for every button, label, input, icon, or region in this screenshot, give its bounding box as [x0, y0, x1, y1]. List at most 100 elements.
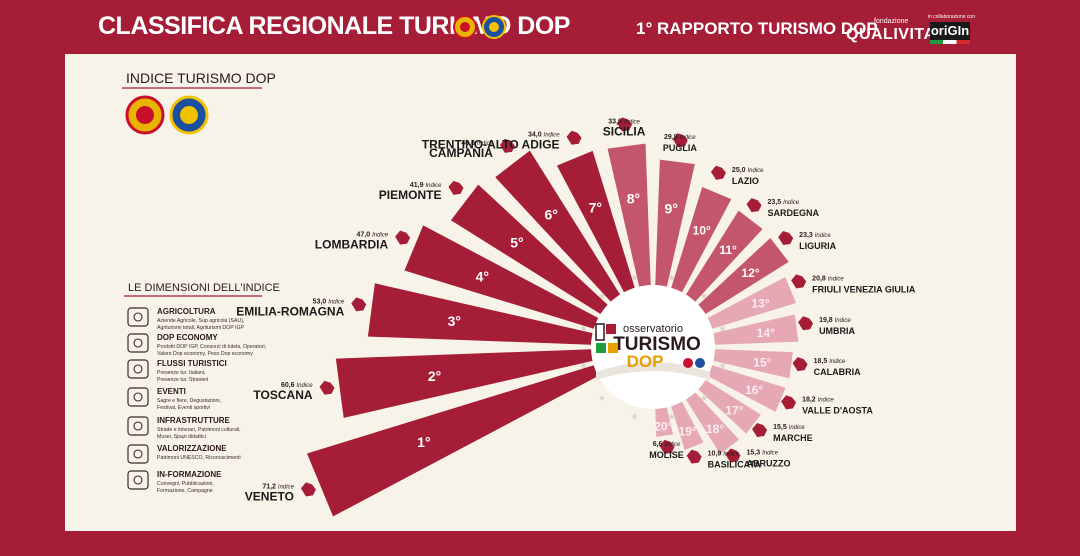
- dimension-desc: Sagre e fiere, Degustazioni,: [157, 398, 221, 404]
- hub-seal-icon: [683, 358, 705, 368]
- region-map-icon: [781, 395, 797, 410]
- legend-panel: INDICE TURISMO DOP LE DIMENSIONI DELL'IN…: [122, 70, 280, 494]
- ring-star-icon: ★: [630, 272, 638, 282]
- region-map-icon: [395, 230, 411, 245]
- ring-star-icon: ★: [579, 361, 587, 371]
- bar-18: [685, 392, 740, 455]
- rank-label: 16°: [745, 383, 763, 397]
- region-label: 20,8 Indice FRIULI VENEZIA GIULIA: [791, 274, 916, 294]
- ring-star-icon: ★: [668, 412, 676, 422]
- ring-star-icon: ★: [579, 323, 587, 333]
- rank-label: 13°: [751, 296, 769, 310]
- dimension-desc: Musei, Spazi didattici: [157, 434, 206, 440]
- region-label: 23,5 Indice SARDEGNA: [746, 198, 820, 218]
- rank-label: 6°: [544, 206, 557, 222]
- bar-20: [655, 407, 674, 437]
- dimension-desc: Convegni, Pubblicazioni,: [157, 481, 214, 487]
- region-name: SARDEGNA: [768, 208, 820, 218]
- value-number: 60,6: [281, 382, 297, 389]
- rank-label: 2°: [428, 368, 441, 384]
- region-map-icon: [791, 274, 807, 289]
- rank-label: 8°: [627, 191, 640, 207]
- value-unit: Indice: [477, 141, 494, 147]
- region-map-icon: [792, 357, 808, 372]
- dimension-desc: Formazione, Campagne: [157, 488, 213, 494]
- rank-label: 10°: [693, 223, 711, 237]
- region-name: LOMBARDIA: [315, 238, 389, 252]
- value-unit: Indice: [818, 397, 835, 403]
- region-name: ABRUZZO: [747, 458, 791, 468]
- value-unit: Indice: [624, 119, 641, 125]
- bar-12: [698, 237, 789, 315]
- value-unit: Indice: [372, 233, 389, 239]
- dimension-title: INFRASTRUTTURE: [157, 416, 231, 425]
- value-label: 15,3 Indice: [747, 449, 779, 456]
- bar-9: [655, 159, 695, 287]
- value-number: 23,5: [768, 199, 784, 206]
- rank-label: 3°: [448, 313, 461, 329]
- value-label: 29,8 Indice: [664, 134, 696, 141]
- ring-star-icon: ★: [668, 272, 676, 282]
- value-number: 19,8: [819, 317, 835, 324]
- value-label: 15,5 Indice: [773, 424, 805, 431]
- region-name: CAMPANIA: [429, 146, 493, 160]
- value-label: 34,0 Indice: [528, 132, 560, 139]
- region-map-icon: [448, 180, 464, 195]
- region-map-icon: [778, 230, 794, 245]
- region-name: FRIULI VENEZIA GIULIA: [812, 284, 916, 294]
- region-name: UMBRIA: [819, 326, 855, 336]
- value-unit: Indice: [748, 168, 765, 174]
- dimension-item: VALORIZZAZIONE Patrimoni UNESCO, Riconosc…: [127, 444, 241, 464]
- dimension-title: IN-FORMAZIONE: [157, 470, 222, 479]
- value-label: 18,5 Indice: [814, 358, 846, 365]
- dimension-desc: Agriturismi totali, Agriturismi DOP IGP: [157, 325, 244, 331]
- value-number: 15,3: [747, 449, 763, 456]
- dimension-title: FLUSSI TURISTICI: [157, 359, 227, 368]
- value-unit: Indice: [815, 233, 832, 239]
- network-icon: [127, 470, 149, 490]
- value-unit: Indice: [723, 452, 740, 458]
- value-label: 23,5 Indice: [768, 199, 800, 206]
- region-map-icon: [617, 117, 633, 132]
- region-name: PUGLIA: [663, 143, 698, 153]
- region-name: TRENTINO-ALTO ADIGE: [422, 138, 560, 152]
- value-label: 47,0 Indice: [357, 232, 389, 239]
- rank-label: 14°: [757, 326, 775, 340]
- dimension-title: EVENTI: [157, 387, 186, 396]
- value-number: 40,3: [461, 140, 477, 147]
- region-label: 23,3 Indice LIGURIA: [778, 230, 837, 251]
- dimension-desc: Patrimoni UNESCO, Riconoscimenti: [157, 455, 241, 461]
- ring-star-icon: ★: [700, 291, 708, 301]
- region-name: TOSCANA: [253, 388, 312, 402]
- bar-6: [495, 150, 621, 302]
- bar-7: [556, 150, 635, 293]
- bar-2: [335, 349, 593, 418]
- value-label: 10,9 Indice: [708, 451, 740, 458]
- qualivita-text: QUALIVITA: [846, 26, 936, 43]
- region-map-icon: [798, 316, 814, 331]
- region-name: MARCHE: [773, 433, 813, 443]
- value-label: 6,6 Indice: [653, 441, 681, 448]
- value-unit: Indice: [829, 359, 846, 365]
- dimension-desc: Aziende Agricole, Sup agricola (SAU),: [157, 318, 244, 324]
- hub-line2: TURISMO: [613, 334, 701, 355]
- value-number: 18,2: [802, 396, 818, 403]
- dimension-desc: Prodotti DOP IGP, Consorzi di tutela, Op…: [157, 344, 266, 350]
- value-label: 53,0 Indice: [313, 298, 345, 305]
- dimension-item: AGRICOLTURA Aziende Agricole, Sup agricol…: [127, 307, 244, 331]
- qualivita-small-text: fondazione: [874, 18, 909, 25]
- ring-star-icon: ★: [700, 393, 708, 403]
- rank-label: 17°: [725, 403, 743, 417]
- index-title: INDICE TURISMO DOP: [126, 70, 276, 86]
- dimensions-title: LE DIMENSIONI DELL'INDICE: [128, 282, 280, 294]
- value-unit: Indice: [783, 200, 800, 206]
- dimension-item: INFRASTRUTTURE Strade e itinerari, Patrim…: [127, 416, 241, 440]
- bar-14: [713, 314, 799, 345]
- rank-label: 20°: [654, 420, 672, 434]
- region-map-icon: [725, 448, 741, 463]
